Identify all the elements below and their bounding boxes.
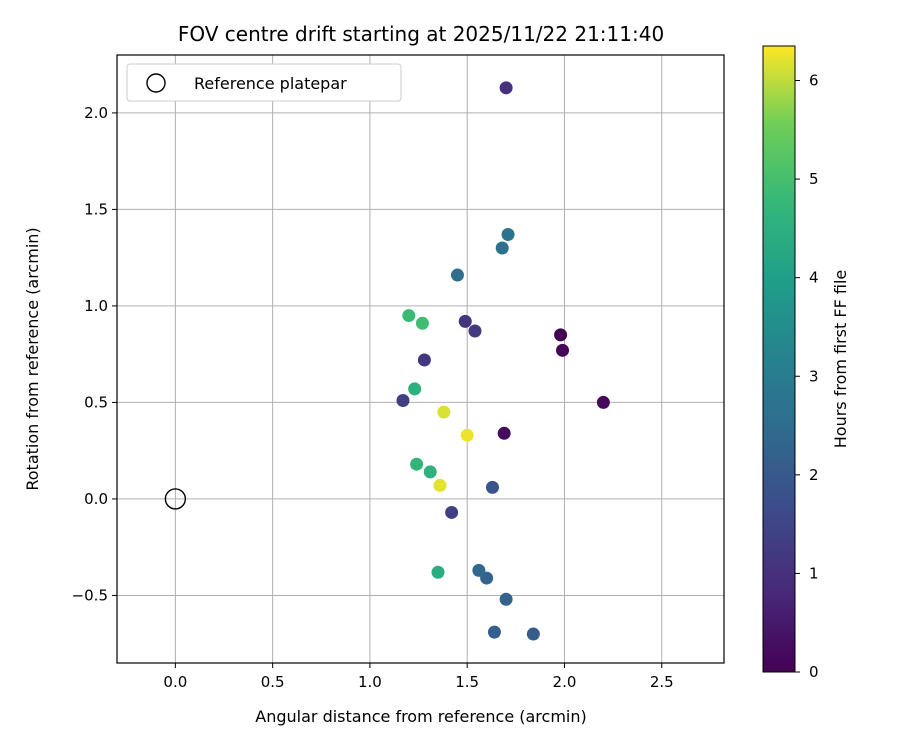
legend: Reference platepar [126, 63, 402, 102]
scatter-point [499, 592, 513, 606]
scatter-point [458, 314, 472, 328]
legend-box [126, 63, 402, 102]
y-tick-label: 0.5 [84, 393, 108, 411]
scatter-point [554, 328, 568, 342]
scatter-point [450, 268, 464, 282]
scatter-points [164, 81, 610, 641]
colorbar-tick-label: 1 [809, 564, 819, 582]
y-tick-label: 2.0 [84, 104, 108, 122]
legend-label: Reference platepar [194, 74, 347, 93]
chart-title: FOV centre drift starting at 2025/11/22 … [178, 22, 664, 46]
scatter-point [495, 241, 509, 255]
colorbar-gradient [762, 45, 796, 673]
plot-frame [116, 54, 725, 664]
colorbar-tick-label: 0 [809, 663, 819, 681]
x-tick-label: 0.5 [261, 673, 285, 691]
scatter-point [596, 395, 610, 409]
colorbar-ticks: 0 1 2 3 4 5 6 [795, 72, 819, 681]
scatter-point [415, 316, 429, 330]
colorbar-tick-label: 2 [809, 466, 819, 484]
colorbar-tick-label: 3 [809, 367, 819, 385]
x-axis-label: Angular distance from reference (arcmin) [255, 707, 586, 726]
scatter-point [445, 505, 459, 519]
x-tick-label: 2.5 [650, 673, 674, 691]
colorbar: 0 1 2 3 4 5 6 Hours from first FF file [762, 45, 850, 681]
scatter-point [410, 457, 424, 471]
scatter-point [396, 393, 410, 407]
x-tick-label: 1.5 [455, 673, 479, 691]
scatter-point [556, 343, 570, 357]
scatter-point [402, 309, 416, 323]
scatter-point [526, 627, 540, 641]
scatter-point [485, 480, 499, 494]
grid [117, 55, 724, 663]
scatter-point [437, 405, 451, 419]
scatter-point [472, 563, 486, 577]
x-tick-label: 2.0 [553, 673, 577, 691]
scatter-point [408, 382, 422, 396]
scatter-point [433, 478, 447, 492]
legend-marker-ring-icon [146, 73, 166, 93]
x-tick-label: 0.0 [163, 673, 187, 691]
colorbar-tick-label: 5 [809, 170, 819, 188]
scatter-point [487, 625, 501, 639]
y-tick-label: 0.0 [84, 490, 108, 508]
scatter-point [460, 428, 474, 442]
y-axis-ticks: −0.5 0.0 0.5 1.0 1.5 2.0 [72, 104, 117, 604]
x-tick-label: 1.0 [358, 673, 382, 691]
colorbar-tick-label: 4 [809, 269, 819, 287]
y-axis-label: Rotation from reference (arcmin) [23, 227, 42, 490]
scatter-point [468, 324, 482, 338]
x-axis-ticks: 0.0 0.5 1.0 1.5 2.0 2.5 [163, 663, 674, 691]
y-tick-label: 1.0 [84, 297, 108, 315]
colorbar-label: Hours from first FF file [831, 270, 850, 449]
scatter-point [497, 426, 511, 440]
colorbar-tick-label: 6 [809, 72, 819, 90]
scatter-point [417, 353, 431, 367]
scatter-point [499, 81, 513, 95]
y-tick-label: −0.5 [72, 586, 108, 604]
scatter-point [431, 565, 445, 579]
scatter-point [423, 465, 437, 479]
scatter-point [501, 228, 515, 242]
reference-point [164, 488, 187, 510]
y-tick-label: 1.5 [84, 200, 108, 218]
